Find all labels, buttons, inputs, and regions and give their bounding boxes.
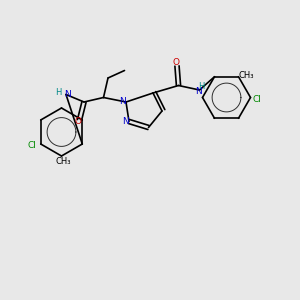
Text: Cl: Cl <box>253 94 262 103</box>
Text: Cl: Cl <box>27 141 36 150</box>
Text: H: H <box>198 82 204 91</box>
Text: O: O <box>172 58 179 67</box>
Text: N: N <box>122 117 129 126</box>
Text: O: O <box>74 117 82 126</box>
Text: CH₃: CH₃ <box>238 71 254 80</box>
Text: H: H <box>55 88 62 97</box>
Text: N: N <box>64 90 71 99</box>
Text: N: N <box>195 87 201 96</box>
Text: N: N <box>119 98 126 106</box>
Text: CH₃: CH₃ <box>55 157 71 166</box>
